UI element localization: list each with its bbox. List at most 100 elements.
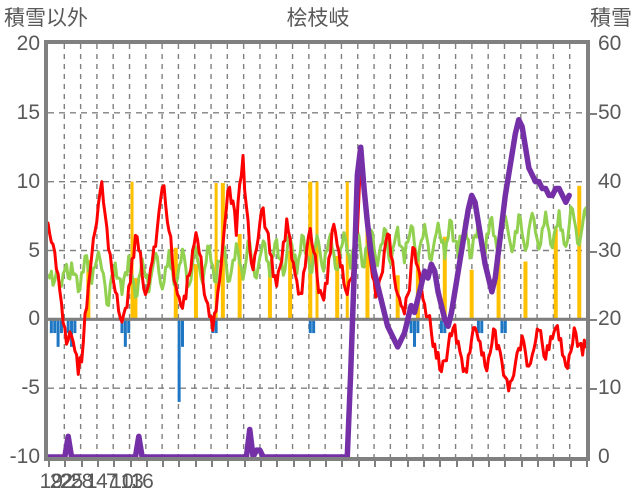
precipitation-bar [267, 272, 272, 320]
precipitation-bar [130, 181, 134, 320]
x-tick-mark [586, 461, 588, 467]
snowfall-bar [56, 319, 60, 347]
snowfall-bar [312, 319, 316, 334]
snowfall-bar [480, 319, 484, 334]
x-tick-mark [308, 461, 311, 467]
snow-depth-line [48, 116, 572, 457]
snowfall-bar [214, 319, 218, 334]
y-tick-mark-right [588, 250, 597, 253]
x-tick-mark [504, 461, 507, 467]
snowfall-bar [66, 319, 70, 334]
snowfall-bar [476, 319, 480, 334]
x-tick-mark [341, 461, 344, 467]
snowfall-bar [413, 319, 417, 347]
x-tick-mark [162, 461, 165, 467]
precipitation-bar [214, 183, 218, 320]
y-tick-left: 20 [16, 32, 40, 55]
x-tick-label: 10 [110, 470, 134, 493]
x-tick-mark [64, 461, 67, 467]
x-tick-mark [520, 461, 523, 467]
y-tick-right: 30 [598, 238, 622, 262]
precipitation-bar [577, 185, 582, 320]
x-tick-mark [211, 461, 214, 467]
x-tick-mark [488, 461, 491, 467]
x-tick-label: 28 [69, 470, 94, 493]
x-tick-mark [259, 461, 262, 467]
x-tick-mark [455, 461, 458, 467]
x-tick-mark [276, 461, 279, 467]
x-tick-mark [569, 461, 572, 467]
x-tick-mark [357, 461, 360, 467]
precipitation-bar [523, 261, 528, 320]
x-axis-tick-marks [44, 461, 590, 468]
x-tick-mark [439, 461, 442, 467]
x-tick-mark [113, 461, 116, 467]
y-tick-left: 0 [28, 307, 40, 331]
y-tick-right: 10 [598, 376, 622, 400]
x-tick-mark [48, 461, 50, 467]
x-tick-mark [374, 461, 377, 467]
chart-title: 桧枝岐 [286, 7, 350, 30]
x-tick-mark [80, 461, 83, 467]
snowfall-bar [500, 319, 504, 334]
x-tick-mark [537, 461, 540, 467]
precipitation-bar [193, 264, 198, 320]
snowfall-bar [73, 319, 77, 334]
precipitation-bar [365, 225, 370, 320]
x-tick-mark [292, 461, 295, 467]
left-axis-label: 積雪以外 [4, 7, 88, 30]
snowfall-bar [49, 319, 53, 334]
y-tick-left: -5 [21, 376, 40, 400]
snowfall-bar [443, 319, 447, 334]
y-tick-left: 5 [28, 238, 40, 262]
y-tick-right: 60 [598, 32, 622, 55]
x-tick-label: 22 [49, 470, 74, 493]
y-tick-left: 10 [16, 169, 40, 193]
chart-svg [48, 44, 586, 457]
y-tick-mark-right [588, 319, 597, 322]
x-tick-label: 25 [59, 470, 84, 493]
snowfall-bar [59, 319, 63, 334]
precipitation-bar [237, 233, 242, 320]
precipitation-bar [553, 228, 558, 320]
x-tick-label: 7 [106, 470, 118, 493]
y-tick-mark-right [588, 388, 597, 391]
x-tick-mark [96, 461, 99, 467]
y-tick-mark-right [588, 112, 597, 115]
precipitation-bar [308, 181, 313, 320]
precipitation-bar [288, 250, 293, 320]
snowfall-bar [503, 319, 507, 334]
y-tick-right: 20 [598, 307, 622, 331]
x-tick-mark [194, 461, 197, 467]
snowfall-bar [416, 319, 420, 334]
y-tick-right: 50 [598, 100, 622, 124]
x-tick-label: 1 [85, 470, 98, 493]
precipitation-bar [315, 181, 319, 320]
temperature-high-line [48, 152, 586, 393]
y-tick-right: 40 [598, 169, 622, 193]
x-tick-mark [471, 461, 474, 467]
snowfall-bar [181, 319, 184, 347]
x-tick-mark [145, 461, 148, 467]
snowfall-bar [177, 319, 181, 402]
y-tick-left: 15 [16, 100, 40, 124]
snowfall-bar [127, 319, 131, 334]
right-axis-label: 積雪 [590, 7, 632, 30]
precipitation-bar [496, 244, 501, 320]
x-tick-mark [406, 461, 409, 467]
x-tick-mark [422, 461, 425, 467]
x-tick-mark [243, 461, 246, 467]
x-tick-label: 16 [130, 470, 154, 493]
snowfall-bar [53, 319, 57, 334]
x-tick-mark [553, 461, 556, 467]
snowfall-bar [308, 319, 312, 334]
precipitation-bar [442, 236, 447, 320]
y-tick-right: 0 [598, 445, 610, 468]
y-tick-left: -10 [9, 445, 40, 468]
x-tick-mark [227, 461, 230, 467]
x-tick-label: 4 [95, 470, 108, 493]
x-tick-mark [129, 461, 132, 467]
x-tick-mark [325, 461, 328, 467]
plot-area [44, 40, 590, 461]
